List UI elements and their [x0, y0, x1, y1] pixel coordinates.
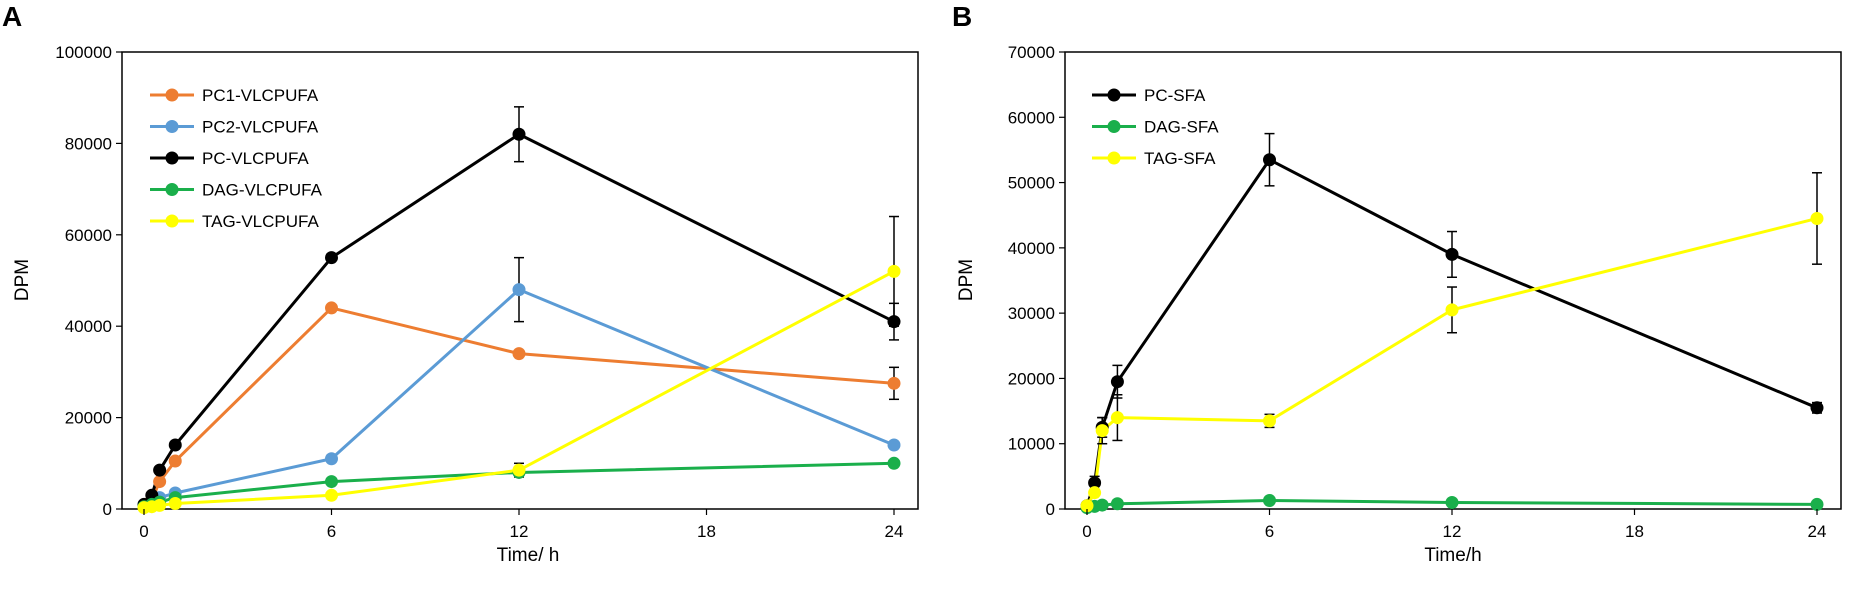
x-axis-label-a: Time/ h — [497, 545, 560, 566]
y-tick-label: 40000 — [65, 317, 112, 336]
data-point-dag-sfa — [1810, 497, 1824, 511]
data-point-tag-sfa — [1445, 303, 1459, 317]
legend-marker — [165, 88, 179, 102]
ticks-b: 0 10000 20000 30000 40000 50000 60000 70000 0 6 12… — [1008, 43, 1827, 541]
legend-marker — [1107, 151, 1121, 165]
x-tick-label: 24 — [885, 522, 904, 541]
y-axis-label-a: DPM — [12, 259, 33, 301]
y-tick-label: 80000 — [65, 134, 112, 153]
legend-a: PC1-VLCPUFA PC2-VLCPUFA PC-VLCPUFA DAG-VLCP… — [150, 86, 323, 231]
data-point-pc2-vlcpufa — [512, 283, 526, 297]
data-point-tag-sfa — [1810, 211, 1824, 225]
x-tick-label: 6 — [327, 522, 336, 541]
data-point-dag-sfa — [1263, 494, 1276, 508]
y-tick-label: 60000 — [65, 226, 112, 245]
data-point-tag-sfa — [1263, 414, 1276, 428]
x-tick-label: 24 — [1808, 522, 1827, 541]
legend-label: PC2-VLCPUFA — [202, 118, 319, 137]
legend-marker — [165, 214, 179, 228]
y-tick-label: 60000 — [1008, 108, 1055, 127]
x-tick-label: 12 — [1443, 522, 1462, 541]
x-tick-label: 12 — [510, 522, 529, 541]
legend-label: PC-SFA — [1144, 86, 1206, 105]
legend-marker — [1107, 88, 1121, 102]
y-tick-label: 0 — [1046, 500, 1055, 519]
x-tick-label: 6 — [1265, 522, 1274, 541]
data-point-tag-vlcpufa — [325, 488, 338, 502]
x-tick-label: 18 — [1625, 522, 1644, 541]
x-axis-label-b: Time/h — [1424, 545, 1481, 566]
data-point-pc-sfa — [1263, 153, 1276, 167]
data-point-pc-sfa — [1110, 375, 1124, 389]
marks-a — [137, 106, 901, 515]
y-tick-label: 100000 — [55, 43, 112, 62]
panel-a: A 0 20000 40000 60000 80000 100000 0 6 12 18 24 DP… — [2, 1, 919, 566]
marks-b — [1080, 132, 1824, 515]
data-point-tag-sfa — [1080, 499, 1094, 513]
data-point-dag-vlcpufa — [325, 475, 338, 489]
legend-label: DAG-SFA — [1144, 118, 1219, 137]
y-tick-label: 50000 — [1008, 174, 1055, 193]
data-point-tag-vlcpufa — [168, 497, 182, 511]
y-tick-label: 20000 — [1008, 369, 1055, 388]
data-point-pc2-vlcpufa — [887, 438, 901, 452]
data-point-tag-vlcpufa — [887, 264, 901, 278]
data-point-pc1-vlcpufa — [512, 347, 526, 361]
data-point-pc-sfa — [1810, 401, 1824, 415]
data-point-dag-sfa — [1445, 495, 1459, 509]
panel-letter-a: A — [2, 1, 22, 32]
data-point-pc-vlcpufa — [887, 315, 901, 329]
y-tick-label: 20000 — [65, 409, 112, 428]
data-point-dag-vlcpufa — [887, 456, 901, 470]
data-point-dag-sfa — [1095, 498, 1109, 512]
data-point-pc-sfa — [1088, 476, 1102, 490]
data-point-pc-sfa — [1445, 247, 1459, 261]
y-tick-label: 70000 — [1008, 43, 1055, 62]
data-point-tag-sfa — [1088, 486, 1102, 500]
legend-marker — [165, 183, 179, 196]
legend-label: DAG-VLCPUFA — [202, 181, 323, 200]
y-axis-label-b: DPM — [956, 259, 977, 301]
data-point-tag-vlcpufa — [512, 463, 526, 477]
x-tick-label: 18 — [697, 522, 716, 541]
data-point-pc1-vlcpufa — [887, 376, 901, 390]
data-point-pc-vlcpufa — [153, 463, 167, 477]
legend-label: TAG-SFA — [1144, 149, 1216, 168]
x-tick-label: 0 — [1082, 522, 1091, 541]
data-point-pc-vlcpufa — [325, 251, 338, 265]
data-point-tag-sfa — [1110, 411, 1124, 425]
data-point-pc-vlcpufa — [512, 127, 526, 141]
legend-label: TAG-VLCPUFA — [202, 212, 319, 231]
data-point-pc1-vlcpufa — [153, 475, 167, 489]
legend-marker — [165, 151, 179, 165]
y-tick-label: 10000 — [1008, 435, 1055, 454]
ticks-a: 0 20000 40000 60000 80000 100000 0 6 12 18 24 — [55, 43, 903, 541]
legend-b: PC-SFA DAG-SFA TAG-SFA — [1092, 86, 1219, 168]
legend-label: PC1-VLCPUFA — [202, 86, 319, 105]
y-tick-label: 0 — [103, 500, 112, 519]
legend-marker — [165, 120, 179, 133]
panel-letter-b: B — [952, 1, 972, 32]
plot-area-b — [1064, 51, 1842, 510]
legend-label: PC-VLCPUFA — [202, 149, 309, 168]
y-tick-label: 40000 — [1008, 239, 1055, 258]
legend-marker — [1107, 120, 1121, 133]
y-tick-label: 30000 — [1008, 304, 1055, 323]
data-point-pc1-vlcpufa — [325, 301, 338, 315]
data-point-dag-sfa — [1110, 497, 1124, 511]
data-point-pc1-vlcpufa — [168, 454, 182, 468]
x-tick-label: 0 — [139, 522, 148, 541]
data-point-tag-sfa — [1095, 424, 1109, 438]
panel-b: B 0 10000 20000 30000 40000 50000 60000 70000 0 6… — [952, 1, 1842, 566]
data-point-pc2-vlcpufa — [325, 452, 338, 466]
data-point-pc-vlcpufa — [168, 438, 182, 452]
data-point-tag-vlcpufa — [153, 498, 167, 512]
